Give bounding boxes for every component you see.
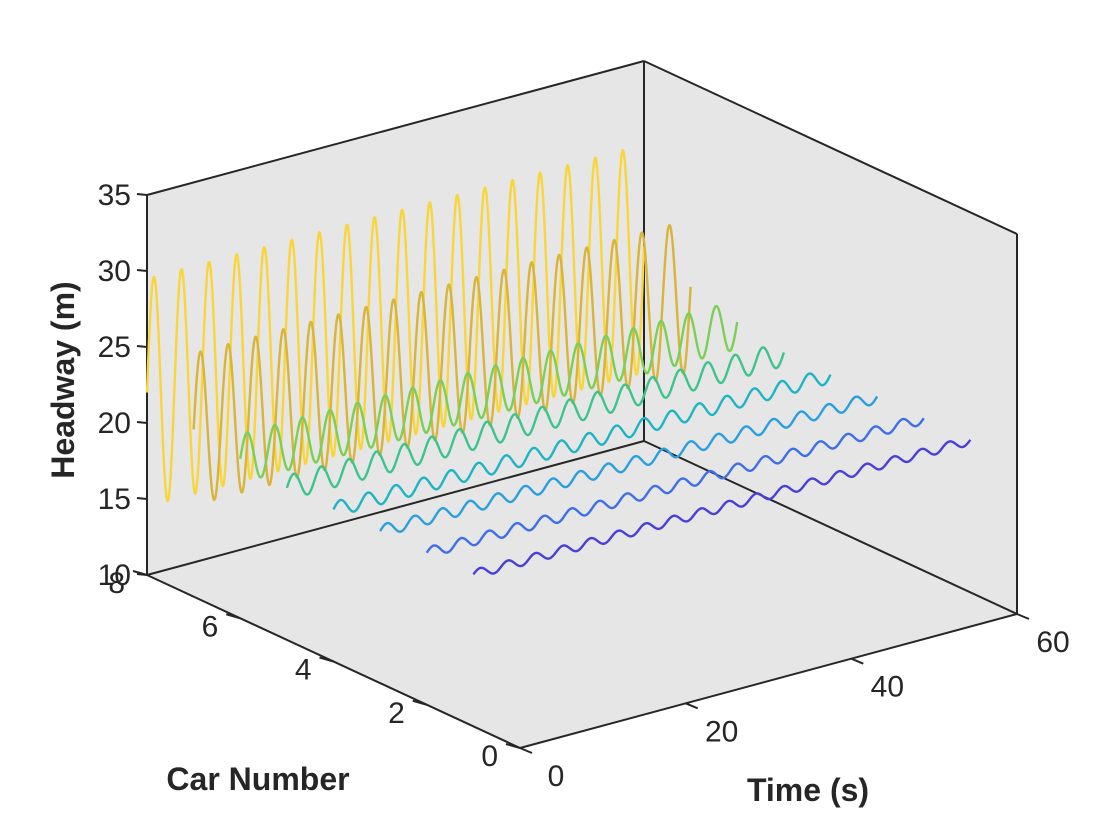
x-tick-mark [850,657,864,665]
y-tick-label: 0 [481,740,498,773]
z-tick-mark [136,497,148,500]
y-tick-mark [505,743,521,749]
z-tick-label: 35 [98,179,131,212]
x-tick-label: 20 [705,715,738,748]
series-line-car-1 [472,439,972,576]
y-tick-mark [412,699,428,706]
z-tick-label: 15 [98,483,131,516]
x-tick-label: 60 [1036,626,1069,659]
y-tick-mark [319,656,334,663]
z-tick-label: 20 [98,407,131,440]
axis-ticks: 10 15 20 25 30 35 0 2 4 6 8 0 20 40 60 [98,179,1070,793]
axes-edge [519,613,1018,749]
z-tick-mark [136,269,148,272]
axes-box-edges [146,60,1018,749]
z-tick-label: 10 [98,559,131,592]
series-line-car-7 [192,223,692,501]
y-tick-mark [225,613,241,620]
floor-pane [147,441,1017,748]
side-wall-pane [644,61,1017,614]
z-tick-mark [136,421,148,424]
z-axis-title: Headway (m) [45,281,81,478]
series-line-car-2 [425,417,925,554]
x-axis-title: Time (s) [747,772,869,808]
x-tick-label: 0 [548,760,565,793]
y-tick-label: 8 [108,567,125,600]
y-tick-label: 6 [202,610,219,643]
axes-edge [643,440,1018,615]
y-tick-mark [132,570,148,576]
x-tick-label: 40 [871,671,904,704]
y-tick-label: 2 [388,697,405,730]
series-line-car-4 [332,372,832,513]
axes-edge [643,60,1018,235]
axes-edge [146,60,645,196]
x-tick-mark [685,702,699,710]
x-tick-mark [1016,613,1030,620]
x-tick-mark [519,747,533,754]
series-line-car-3 [379,395,879,533]
z-tick-label: 30 [98,255,131,288]
axes-edge [146,440,645,576]
z-tick-mark [136,193,148,196]
series-line-car-6 [239,304,739,479]
y-axis-title: Car Number [166,761,349,797]
series-line-car-5 [285,346,786,496]
series-layer [145,149,972,576]
z-tick-mark [136,345,148,348]
y-tick-label: 4 [295,654,312,687]
z-tick-label: 25 [98,331,131,364]
